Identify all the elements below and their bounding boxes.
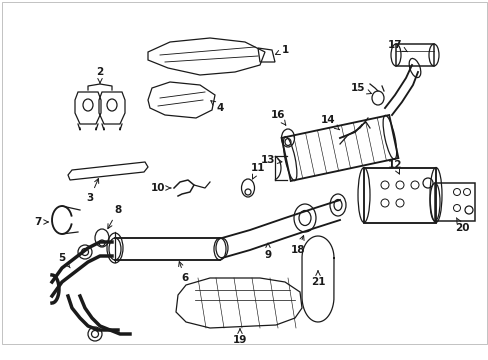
Text: 10: 10 (150, 183, 170, 193)
Text: 7: 7 (34, 217, 48, 227)
Text: 11: 11 (250, 163, 264, 179)
Text: 17: 17 (387, 40, 407, 52)
Bar (434, 183, 474, 221)
Text: 4: 4 (210, 101, 223, 113)
Text: 20: 20 (454, 218, 468, 233)
Bar (363, 168, 435, 223)
Text: 18: 18 (290, 235, 305, 255)
Text: 1: 1 (275, 45, 288, 55)
Text: 6: 6 (178, 262, 188, 283)
Text: 2: 2 (96, 67, 103, 83)
Text: 19: 19 (232, 329, 246, 345)
Bar (395, 44, 433, 66)
Text: 9: 9 (264, 243, 271, 260)
Text: 21: 21 (310, 271, 325, 287)
Text: 15: 15 (350, 83, 371, 94)
Text: 16: 16 (270, 110, 285, 125)
Text: 3: 3 (86, 179, 99, 203)
Text: 12: 12 (387, 160, 402, 174)
Text: 5: 5 (58, 253, 70, 268)
Text: 13: 13 (260, 155, 282, 165)
Text: 14: 14 (320, 115, 339, 130)
Text: 8: 8 (108, 205, 122, 229)
